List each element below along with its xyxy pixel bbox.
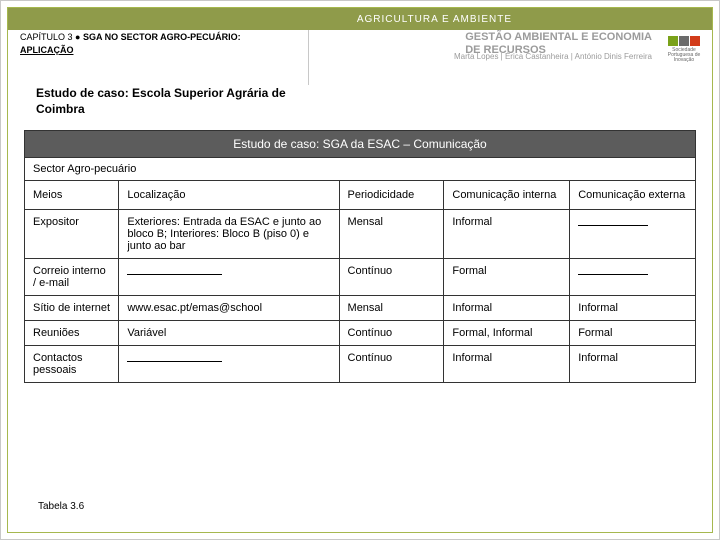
case-table: Estudo de caso: SGA da ESAC – Comunicaçã… xyxy=(24,130,696,383)
table-cell: Informal xyxy=(570,296,696,321)
table-cell: Sítio de internet xyxy=(25,296,119,321)
logo-squares xyxy=(668,36,700,46)
table-cell: Informal xyxy=(444,296,570,321)
authors: Marta Lopes | Érica Castanheira | Antóni… xyxy=(454,52,652,61)
logo-caption: Sociedade Portuguesa de Inovação xyxy=(662,48,706,63)
table-row: Sítio de internetwww.esac.pt/emas@school… xyxy=(25,296,696,321)
table-cell: Formal, Informal xyxy=(444,321,570,346)
blank-field xyxy=(127,352,222,362)
header-right-line1: GESTÃO AMBIENTAL E ECONOMIA xyxy=(465,31,652,44)
page-inner: AGRICULTURA E AMBIENTE CAPÍTULO 3 ● SGA … xyxy=(7,7,713,533)
table-cell: Expositor xyxy=(25,210,119,259)
case-title: Estudo de caso: Escola Superior Agrária … xyxy=(36,86,316,117)
logo-sq-green xyxy=(668,36,678,46)
table-cell xyxy=(570,210,696,259)
table-body: ExpositorExteriores: Entrada da ESAC e j… xyxy=(25,210,696,383)
blank-field xyxy=(127,265,222,275)
table-cell: Formal xyxy=(570,321,696,346)
table-cell xyxy=(119,259,339,296)
table-cell: Exteriores: Entrada da ESAC e junto ao b… xyxy=(119,210,339,259)
col-periodicidade: Periodicidade xyxy=(339,181,444,210)
table-cell: Reuniões xyxy=(25,321,119,346)
table-title: Estudo de caso: SGA da ESAC – Comunicaçã… xyxy=(25,131,696,158)
table-cell: Correio interno / e-mail xyxy=(25,259,119,296)
chapter-line: CAPÍTULO 3 ● SGA NO SECTOR AGRO-PECUÁRIO… xyxy=(20,32,241,42)
table-cell: Contínuo xyxy=(339,346,444,383)
table-cell: Formal xyxy=(444,259,570,296)
table-sector: Sector Agro-pecuário xyxy=(25,158,696,181)
table-cell: www.esac.pt/emas@school xyxy=(119,296,339,321)
table-cell: Variável xyxy=(119,321,339,346)
table-row: ReuniõesVariávelContínuoFormal, Informal… xyxy=(25,321,696,346)
table-cell: Contínuo xyxy=(339,259,444,296)
topbar: AGRICULTURA E AMBIENTE xyxy=(8,8,712,30)
table-header-row: Meios Localização Periodicidade Comunica… xyxy=(25,181,696,210)
table-cell: Informal xyxy=(570,346,696,383)
logo-sq-grey xyxy=(679,36,689,46)
chapter-sub: APLICAÇÃO xyxy=(20,45,74,55)
table-cell: Informal xyxy=(444,346,570,383)
topbar-label: AGRICULTURA E AMBIENTE xyxy=(357,14,512,25)
chapter-title: SGA NO SECTOR AGRO-PECUÁRIO: xyxy=(83,32,241,42)
vertical-separator xyxy=(308,30,309,85)
col-com-interna: Comunicação interna xyxy=(444,181,570,210)
blank-field xyxy=(578,265,648,275)
table-cell: Mensal xyxy=(339,296,444,321)
table-cell: Contínuo xyxy=(339,321,444,346)
table-row: Contactos pessoaisContínuoInformalInform… xyxy=(25,346,696,383)
spi-logo: Sociedade Portuguesa de Inovação xyxy=(662,36,706,62)
table-title-row: Estudo de caso: SGA da ESAC – Comunicaçã… xyxy=(25,131,696,158)
table-cell: Contactos pessoais xyxy=(25,346,119,383)
page: AGRICULTURA E AMBIENTE CAPÍTULO 3 ● SGA … xyxy=(0,0,720,540)
col-meios: Meios xyxy=(25,181,119,210)
table-row: Correio interno / e-mail ContínuoFormal xyxy=(25,259,696,296)
table-row: ExpositorExteriores: Entrada da ESAC e j… xyxy=(25,210,696,259)
blank-field xyxy=(578,216,648,226)
table-cell xyxy=(570,259,696,296)
col-localizacao: Localização xyxy=(119,181,339,210)
logo-sq-red xyxy=(690,36,700,46)
table-cell xyxy=(119,346,339,383)
col-com-externa: Comunicação externa xyxy=(570,181,696,210)
header-row: CAPÍTULO 3 ● SGA NO SECTOR AGRO-PECUÁRIO… xyxy=(8,30,712,70)
table-cell: Mensal xyxy=(339,210,444,259)
table-sector-row: Sector Agro-pecuário xyxy=(25,158,696,181)
table-label: Tabela 3.6 xyxy=(38,501,84,512)
chapter-prefix: CAPÍTULO 3 ● xyxy=(20,32,83,42)
table-cell: Informal xyxy=(444,210,570,259)
